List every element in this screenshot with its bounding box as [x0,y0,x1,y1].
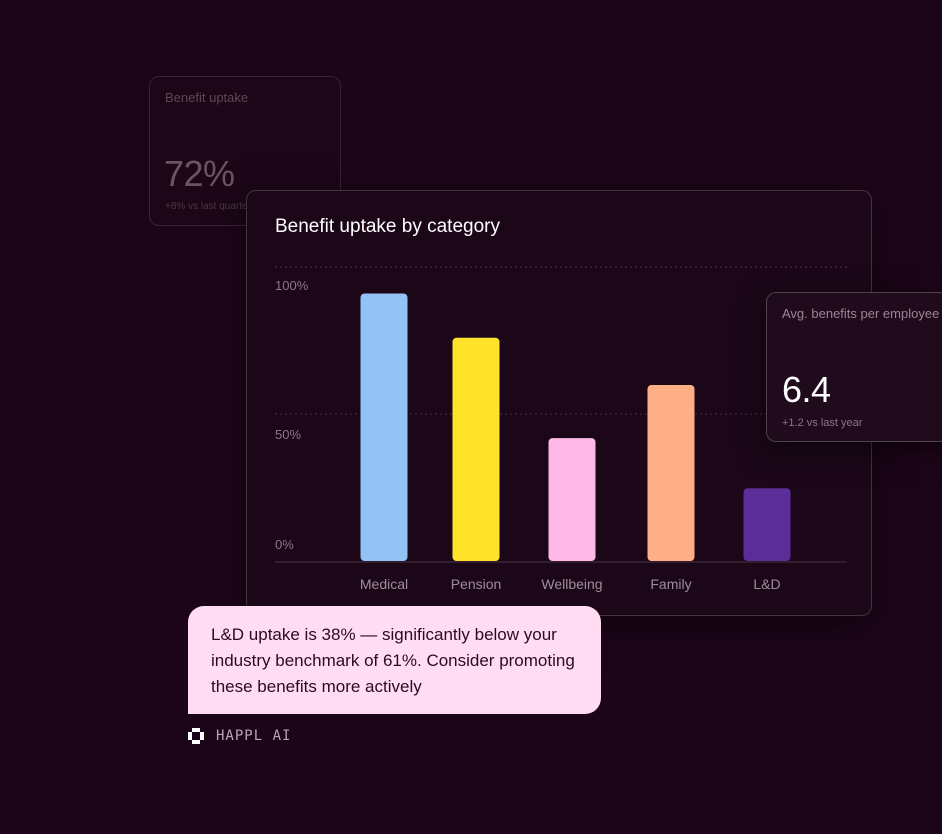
bar-ld [743,488,791,561]
benefit-uptake-value: 72% [164,153,235,194]
y-tick-label: 100% [275,278,309,293]
y-tick-label: 0% [275,537,294,552]
bar-medical [360,293,408,561]
brand-label: HAPPL AI [188,727,291,745]
x-tick-label: L&D [753,576,780,592]
bar-pension [452,337,500,561]
avg-benefits-change: +1.2 vs last year [782,417,863,429]
bar-chart: 100% 50% 0% Medical Pension Wellbeing Family L&… [275,266,847,592]
x-tick-label: Pension [451,576,502,592]
x-tick-label: Family [650,576,691,592]
bar-wellbeing [548,438,596,561]
y-tick-label: 50% [275,427,301,442]
avg-benefits-card: Avg. benefits per employee 6.4 +1.2 vs l… [766,292,942,442]
x-tick-label: Wellbeing [541,576,602,592]
happl-pixel-logo-icon [188,728,204,744]
chart-title: Benefit uptake by category [275,216,500,237]
x-tick-label: Medical [360,576,408,592]
benefit-uptake-card: Benefit uptake 72% +8% vs last quarter [149,76,341,226]
brand-name: HAPPL AI [216,728,292,744]
avg-benefits-value: 6.4 [782,369,831,410]
bar-family [647,385,695,561]
avg-benefits-label: Avg. benefits per employee [782,306,940,321]
benefit-uptake-label: Benefit uptake [165,90,249,105]
ai-insight-bubble: L&D uptake is 38% — significantly below … [188,606,601,714]
benefit-uptake-change: +8% vs last quarter [165,201,251,212]
